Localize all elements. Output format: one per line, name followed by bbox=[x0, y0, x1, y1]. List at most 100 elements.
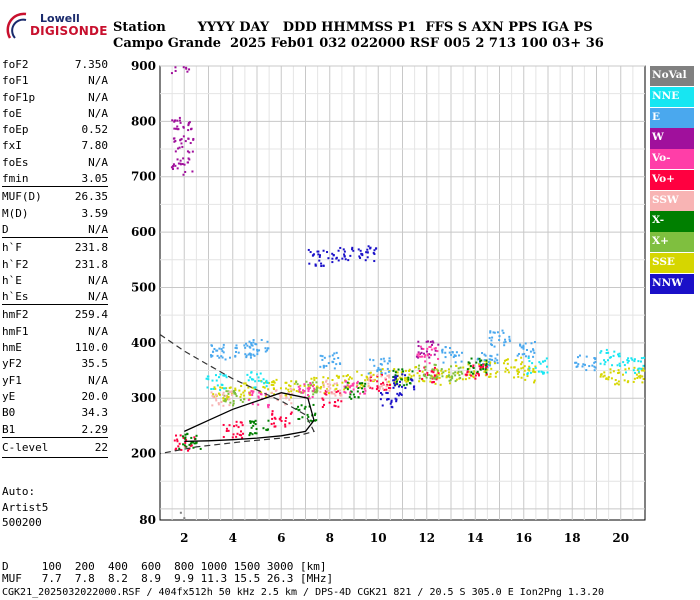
data-point-e bbox=[585, 369, 588, 372]
data-point-vo bbox=[348, 385, 351, 388]
data-point-x bbox=[312, 393, 315, 396]
x-tick-label: 12 bbox=[418, 531, 435, 545]
data-point-w bbox=[188, 68, 191, 71]
data-point-sse bbox=[359, 386, 362, 389]
data-point-sse bbox=[253, 388, 256, 391]
data-point-sse bbox=[272, 384, 275, 387]
data-point-sse bbox=[448, 371, 451, 374]
param-label: yE bbox=[2, 389, 16, 403]
data-point-ssw bbox=[327, 385, 330, 388]
data-point-vo bbox=[417, 352, 420, 355]
data-point-nne bbox=[616, 364, 619, 367]
data-point-nnw bbox=[395, 400, 398, 403]
param-label: C-level bbox=[2, 440, 49, 454]
data-point-nnw bbox=[367, 245, 370, 248]
data-point-vo bbox=[419, 345, 422, 348]
data-point-sse bbox=[461, 378, 464, 381]
param-row: MUF(D) 26.35 bbox=[2, 190, 108, 206]
data-point-vo bbox=[340, 400, 343, 403]
data-point-x bbox=[194, 442, 197, 445]
data-point-w bbox=[428, 356, 431, 359]
data-point-sse bbox=[293, 382, 296, 385]
data-point-x bbox=[397, 368, 400, 371]
data-point-w bbox=[173, 120, 176, 123]
data-point-e bbox=[266, 340, 269, 343]
data-point-ssw bbox=[217, 403, 220, 406]
data-point-vo bbox=[478, 365, 481, 368]
data-point-e bbox=[380, 358, 383, 361]
data-point-sse bbox=[349, 376, 352, 379]
data-point-sse bbox=[336, 384, 339, 387]
data-point-nne bbox=[631, 358, 634, 361]
data-point-nne bbox=[222, 387, 225, 390]
data-point-x bbox=[394, 371, 397, 374]
y-tick-label: 80 bbox=[139, 513, 156, 527]
data-point-ssw bbox=[211, 394, 214, 397]
data-point-x bbox=[295, 407, 298, 410]
data-point-sse bbox=[243, 382, 246, 385]
data-point-e bbox=[245, 354, 248, 357]
data-point-sse bbox=[523, 365, 526, 368]
data-point-w bbox=[182, 66, 185, 69]
data-point-sse bbox=[623, 379, 626, 382]
data-point-e bbox=[252, 348, 255, 351]
data-point-x bbox=[255, 432, 258, 435]
data-point-sse bbox=[297, 390, 300, 393]
data-point-x bbox=[316, 386, 319, 389]
data-point-sse bbox=[478, 363, 481, 366]
data-point-x bbox=[361, 382, 364, 385]
data-point-vo bbox=[433, 374, 436, 377]
data-point-sse bbox=[445, 375, 448, 378]
data-point-vo bbox=[303, 390, 306, 393]
data-point-e bbox=[254, 343, 257, 346]
data-point-e bbox=[504, 338, 507, 341]
data-point-nnw bbox=[331, 261, 334, 264]
data-point-sse bbox=[243, 394, 246, 397]
data-point-w bbox=[418, 352, 421, 355]
data-point-sse bbox=[406, 376, 409, 379]
data-point-vo bbox=[193, 436, 196, 439]
data-point-sse bbox=[639, 374, 642, 377]
data-point-ssw bbox=[386, 381, 389, 384]
data-point-e bbox=[452, 356, 455, 359]
data-point-e bbox=[234, 346, 237, 349]
data-point-vo bbox=[480, 365, 483, 368]
data-point-vo bbox=[259, 393, 262, 396]
legend-item-x: X- bbox=[650, 211, 694, 232]
data-point-nne bbox=[212, 387, 215, 390]
data-point-sse bbox=[504, 370, 507, 373]
data-point-e bbox=[331, 354, 334, 357]
data-point-nne bbox=[259, 372, 262, 375]
data-point-e bbox=[496, 331, 499, 334]
data-point-sse bbox=[612, 370, 615, 373]
x-tick-label: 10 bbox=[370, 531, 387, 545]
data-point-vo bbox=[267, 406, 270, 409]
data-point-nne bbox=[633, 358, 636, 361]
data-point-vo bbox=[382, 381, 385, 384]
data-point-sse bbox=[327, 377, 330, 380]
param-separator bbox=[2, 457, 108, 461]
data-point-x bbox=[425, 376, 428, 379]
data-point-e bbox=[224, 358, 227, 361]
data-point-sse bbox=[338, 375, 341, 378]
data-point-x bbox=[184, 433, 187, 436]
data-point-sse bbox=[332, 384, 335, 387]
data-point-sse bbox=[455, 365, 458, 368]
data-point-x bbox=[392, 369, 395, 372]
data-point-vo bbox=[465, 373, 468, 376]
param-value: 3.59 bbox=[81, 206, 109, 220]
data-point-sse bbox=[522, 366, 525, 369]
data-point-vo bbox=[417, 355, 420, 358]
file-info-row: CGK21_2025032022000.RSF / 404fx512h 50 k… bbox=[2, 587, 605, 598]
data-point-e bbox=[216, 349, 219, 352]
data-point-sse bbox=[494, 375, 497, 378]
data-point-vo bbox=[222, 423, 225, 426]
data-point-nne bbox=[546, 365, 549, 368]
data-point-vo bbox=[436, 350, 439, 353]
data-point-vo bbox=[388, 384, 391, 387]
data-point-nne bbox=[600, 350, 603, 353]
data-point-nne bbox=[528, 367, 531, 370]
data-point-x bbox=[431, 368, 434, 371]
data-point-sse bbox=[534, 371, 537, 374]
data-point-vo bbox=[363, 392, 366, 395]
